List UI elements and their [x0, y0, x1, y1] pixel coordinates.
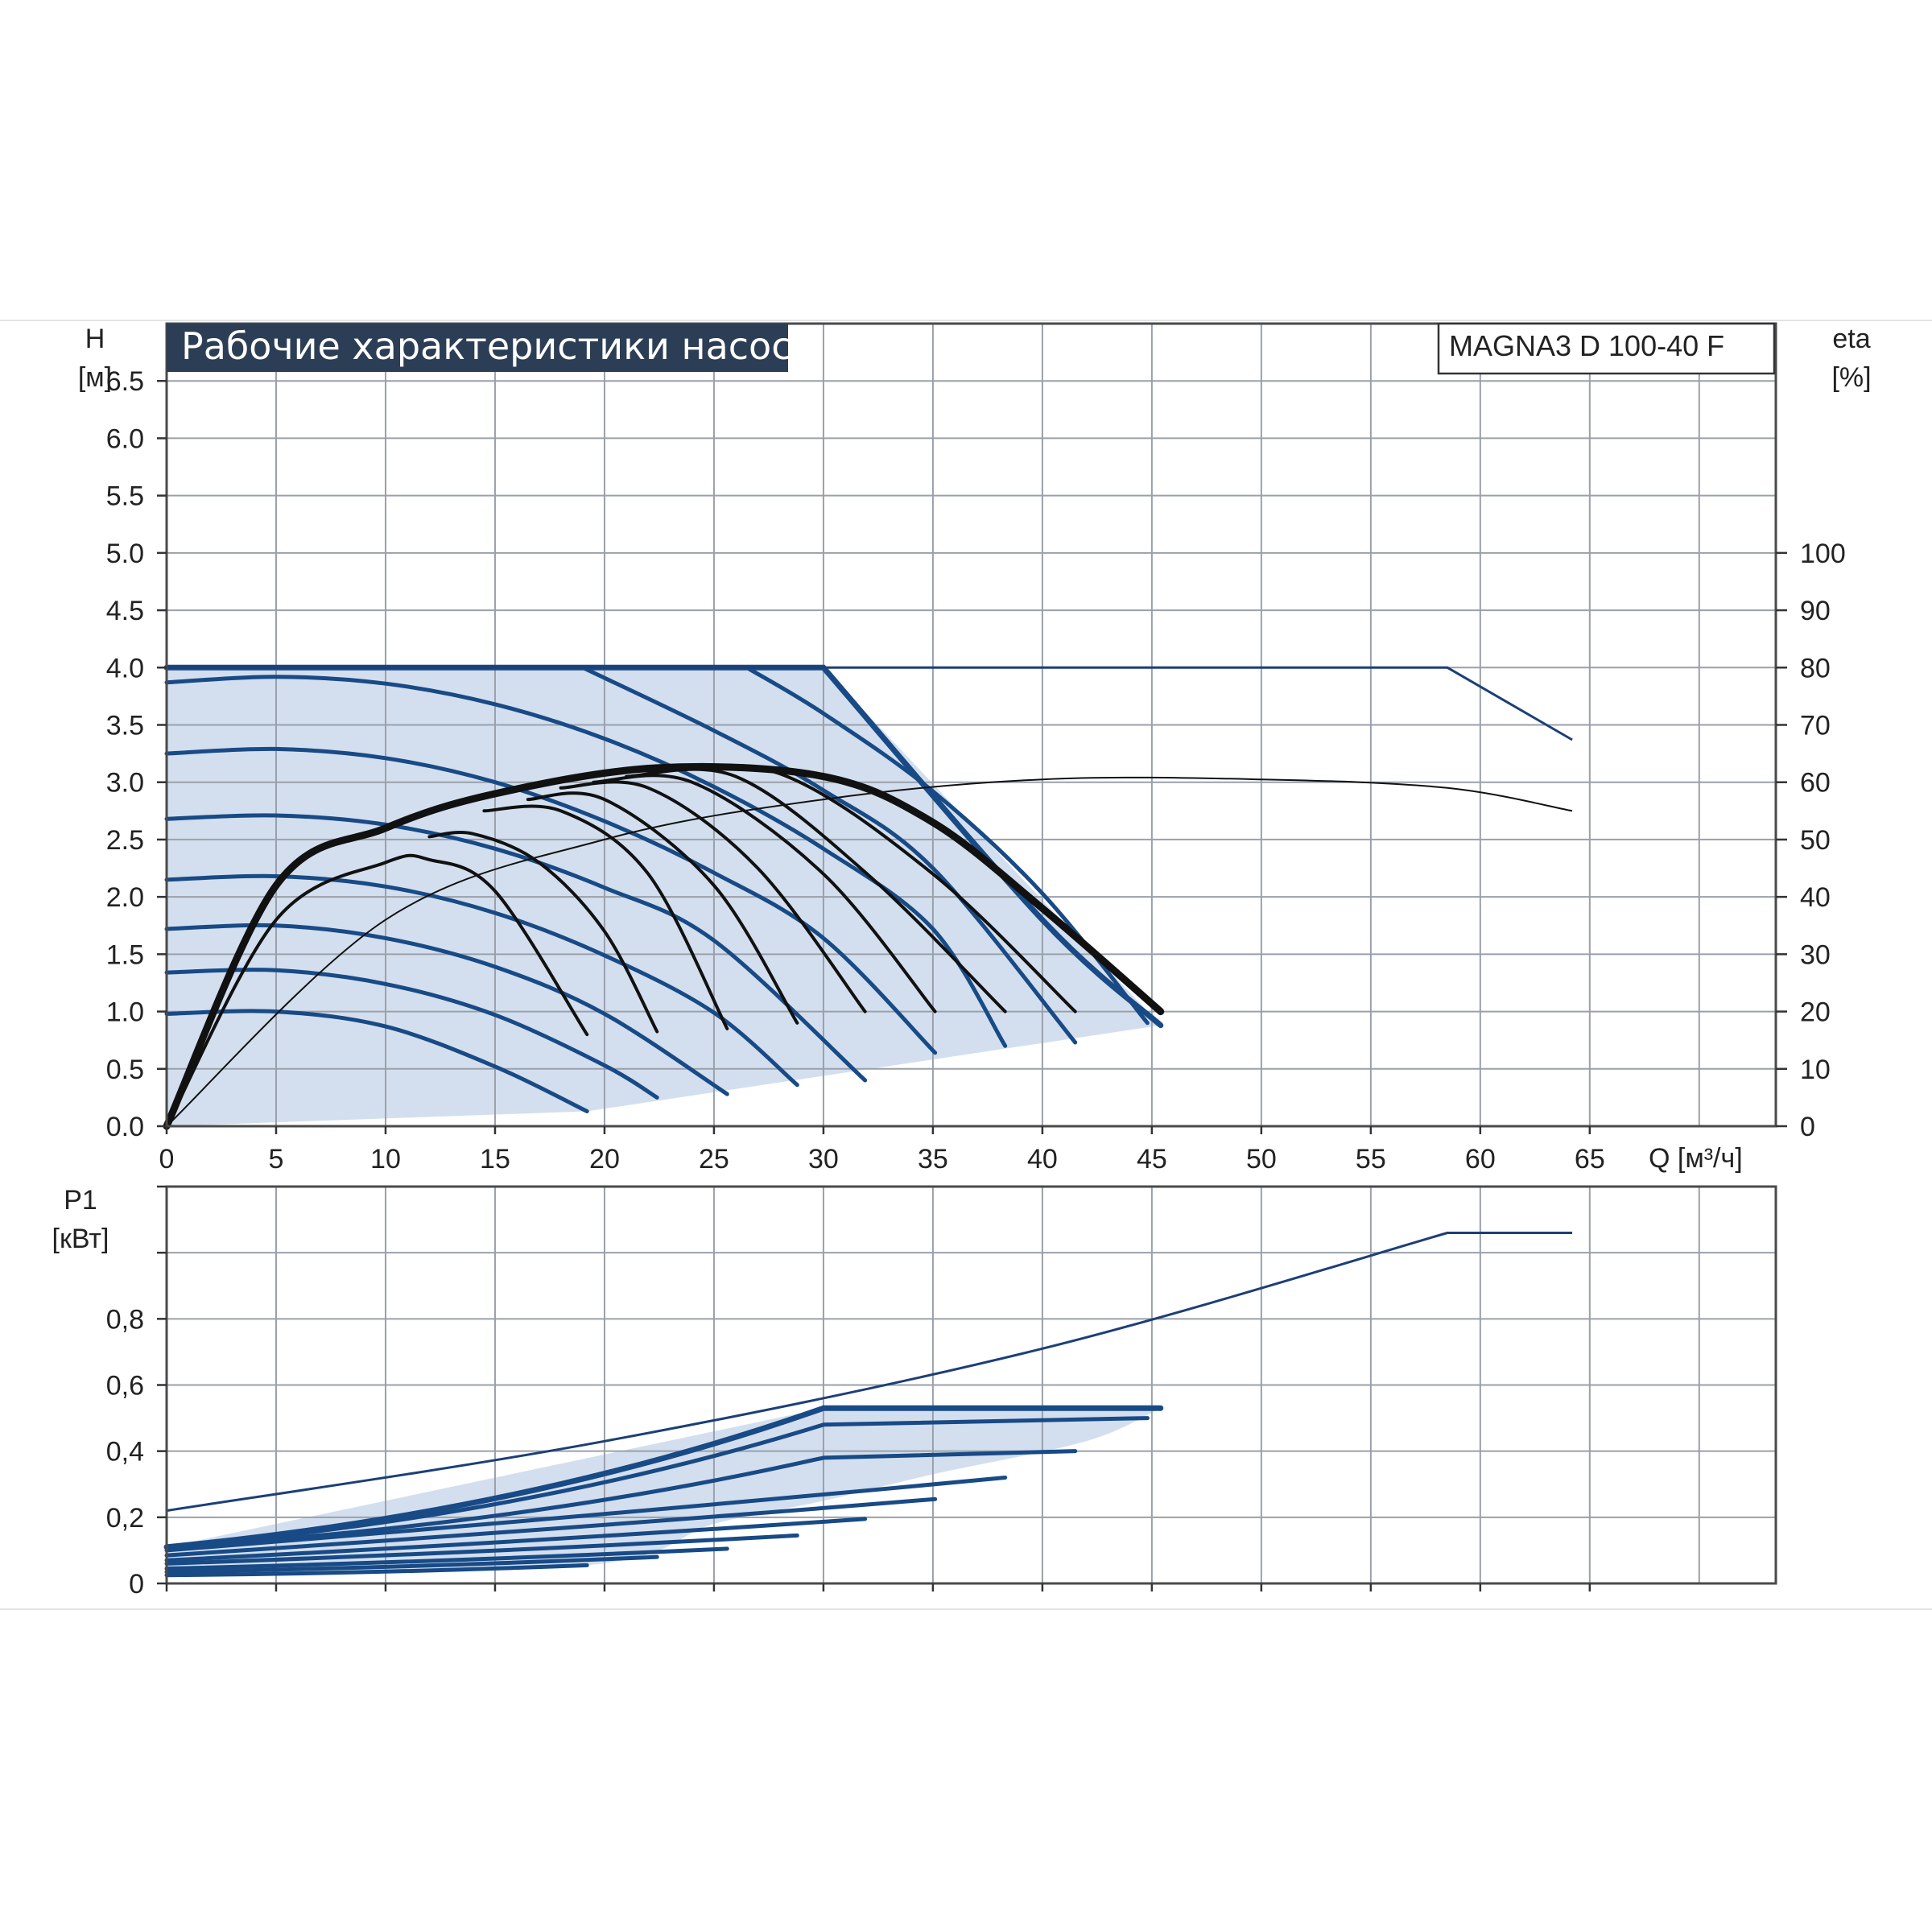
power-curve	[163, 1405, 1164, 1550]
y2-axis-unit: [%]	[1831, 362, 1871, 393]
chart-title: Рабочие характеристики насоса	[181, 324, 815, 368]
y-tick-label: 2.5	[106, 825, 144, 856]
speed-curve	[164, 968, 659, 1100]
efficiency-curve	[163, 762, 1165, 1130]
x-tick-label: 25	[699, 1144, 729, 1174]
max-power-curve	[166, 1231, 1573, 1513]
power-curve	[164, 1546, 729, 1571]
efficiency-curve	[166, 776, 1573, 1127]
speed-curves	[163, 664, 1164, 1113]
power-y-tick-label: 0,6	[106, 1371, 144, 1402]
power-y-tick-label: 0	[129, 1569, 144, 1600]
x-axis-label: Q [м³/ч]	[1649, 1143, 1743, 1174]
power-curve	[164, 1533, 799, 1566]
y2-tick-label: 80	[1800, 653, 1831, 683]
efficiency-curve	[526, 791, 799, 1025]
y-tick-label: 2.0	[106, 882, 144, 913]
speed-curve	[164, 813, 868, 1083]
x-tick-label: 40	[1027, 1144, 1058, 1174]
x-tick-label: 35	[918, 1144, 948, 1174]
efficiency-curve	[559, 780, 867, 1013]
power-y-tick-label: 0,2	[106, 1503, 144, 1534]
efficiency-curve	[625, 767, 1007, 1013]
max-power-line	[166, 1231, 1573, 1513]
y-tick-label: 1.0	[106, 997, 144, 1028]
y2-tick-label: 50	[1800, 825, 1831, 856]
title-bar	[167, 324, 788, 372]
power-curve	[164, 1496, 938, 1558]
y-tick-label: 5.5	[106, 481, 144, 512]
y-tick-label: 5.0	[106, 539, 144, 569]
efficiency-curves	[163, 762, 1573, 1130]
power-curve	[164, 1517, 868, 1563]
efficiency-curve	[165, 853, 589, 1128]
x-tick-label: 65	[1575, 1144, 1605, 1174]
x-tick-label: 5	[269, 1144, 284, 1174]
speed-curve	[580, 665, 1078, 1045]
y-tick-label: 3.0	[106, 768, 144, 799]
y2-tick-label: 90	[1800, 596, 1831, 626]
speed-curve	[163, 664, 1164, 1029]
efficiency-curve	[427, 831, 659, 1034]
y2-tick-label: 20	[1800, 997, 1831, 1028]
x-tick-label: 30	[808, 1144, 839, 1174]
y-tick-label: 1.5	[106, 939, 144, 970]
power-x-axis-ticks	[165, 1583, 1591, 1591]
speed-curve	[164, 746, 938, 1055]
y2-tick-label: 30	[1800, 939, 1831, 970]
y-tick-label: 6.0	[106, 423, 144, 454]
power-axis-label: P1	[64, 1185, 97, 1216]
y-axis-ticks: 0.0 0.5 1.0 1.5 2.0 2.5 3.0 3.5 4.0 4.5 5.0 5.5 6.0 6…	[106, 366, 167, 1142]
y-tick-label: 6.5	[106, 366, 144, 397]
y2-tick-label: 10	[1800, 1055, 1831, 1085]
power-curve	[164, 1554, 659, 1575]
x-tick-label: 15	[480, 1144, 510, 1174]
power-chart-panel: 0 0,2 0,4 0,6 0,8 P1 [кВт]	[52, 1185, 1777, 1600]
model-label: MAGNA3 D 100-40 F	[1449, 329, 1724, 362]
power-grid	[167, 1187, 1776, 1583]
y-tick-label: 4.0	[106, 653, 144, 683]
x-tick-label: 20	[589, 1144, 620, 1174]
y2-tick-label: 40	[1800, 882, 1831, 913]
speed-curve	[164, 923, 729, 1096]
power-y-tick-label: 0,4	[106, 1437, 144, 1468]
head-grid	[167, 324, 1776, 1126]
y-axis-label: H	[85, 324, 105, 354]
x-tick-label: 0	[159, 1144, 175, 1174]
model-box	[1437, 322, 1776, 375]
efficiency-curve	[482, 804, 729, 1030]
power-curve	[164, 1449, 1078, 1550]
x-tick-label: 10	[370, 1144, 401, 1174]
power-curves	[163, 1405, 1164, 1578]
y2-tick-label: 100	[1800, 539, 1846, 569]
speed-curve	[164, 675, 1008, 1048]
power-curve	[164, 1563, 589, 1578]
speed-curve	[164, 1009, 589, 1113]
x-tick-label: 55	[1356, 1144, 1386, 1174]
max-head-curve	[167, 666, 1573, 741]
y2-tick-label: 70	[1800, 711, 1831, 741]
y2-axis-ticks: 0 10 20 30 40 50 60 70 80 90 100	[1776, 539, 1846, 1142]
y-tick-label: 0.5	[106, 1055, 144, 1085]
x-tick-label: 45	[1137, 1144, 1167, 1174]
y2-tick-label: 0	[1800, 1112, 1815, 1142]
power-y-axis-ticks: 0 0,2 0,4 0,6 0,8	[106, 1185, 167, 1600]
power-y-tick-label: 0,8	[106, 1304, 144, 1335]
speed-curve	[164, 873, 799, 1088]
y-tick-label: 0.0	[106, 1112, 144, 1142]
efficiency-curve	[646, 763, 1077, 1013]
max-head-line	[167, 666, 1573, 741]
x-tick-label: 60	[1465, 1144, 1496, 1174]
y2-axis-label: eta	[1832, 324, 1870, 354]
x-tick-label: 50	[1246, 1144, 1277, 1174]
x-axis-ticks: 0 5 10 15 20 25 30 35 40 45 50 55 60 65	[159, 1126, 1605, 1174]
head-chart-panel: 0 5 10 15 20 25 30 35 40 45 50 55 60 65 0.0 0.5 1.0 1.5 2…	[78, 322, 1872, 1174]
y2-tick-label: 60	[1800, 768, 1831, 799]
power-curve	[164, 1476, 1008, 1553]
y-axis-unit: [м]	[78, 362, 112, 393]
y-tick-label: 3.5	[106, 711, 144, 741]
power-axis-unit: [кВт]	[52, 1224, 109, 1254]
y-tick-label: 4.5	[106, 596, 144, 626]
